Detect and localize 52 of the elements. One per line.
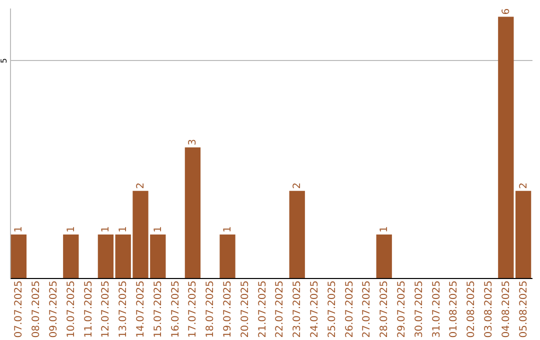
- x-tick-label: 07.07.2025: [14, 280, 25, 338]
- data-label: 1: [100, 226, 112, 232]
- x-tick-label: 25.07.2025: [326, 280, 338, 338]
- x-tick-label: 22.07.2025: [274, 280, 286, 338]
- x-tick-label: 17.07.2025: [188, 280, 199, 338]
- bar: [63, 234, 79, 278]
- x-tick-label: 02.08.2025: [466, 280, 478, 338]
- x-tick-label: 31.07.2025: [431, 280, 442, 338]
- x-tick-label: 08.07.2025: [31, 280, 42, 338]
- y-tick-label: 5: [0, 58, 8, 64]
- x-tick-label: 30.07.2025: [414, 280, 425, 338]
- x-tick-label: 27.07.2025: [362, 280, 373, 338]
- x-tick-label: 29.07.2025: [396, 280, 408, 338]
- bar: [515, 190, 532, 278]
- bar: [498, 16, 514, 278]
- data-label: 2: [136, 182, 146, 189]
- x-tick-label: 18.07.2025: [205, 280, 216, 338]
- x-tick-label: 05.08.2025: [518, 280, 530, 338]
- data-label: 1: [66, 226, 77, 232]
- x-tick-label: 16.07.2025: [170, 280, 182, 338]
- x-tick-label: 13.07.2025: [118, 280, 130, 338]
- x-tick-label: 26.07.2025: [344, 280, 356, 338]
- x-tick-label: 20.07.2025: [240, 280, 251, 338]
- data-label: 3: [188, 138, 199, 146]
- x-tick-label: 11.07.2025: [83, 280, 94, 338]
- x-tick-label: 28.07.2025: [379, 280, 390, 338]
- x-tick-label: 04.08.2025: [500, 280, 512, 338]
- bar: [289, 190, 305, 278]
- x-tick-label: 15.07.2025: [152, 280, 164, 338]
- bar: [220, 234, 236, 278]
- data-label: 2: [292, 182, 304, 189]
- x-tick-label: 21.07.2025: [257, 280, 268, 338]
- x-tick-label: 10.07.2025: [66, 280, 77, 338]
- data-label: 1: [118, 226, 130, 232]
- bar: [98, 234, 114, 278]
- x-tick-label: 24.07.2025: [310, 280, 320, 338]
- x-tick-label: 09.07.2025: [48, 280, 60, 338]
- data-label: 1: [379, 226, 390, 232]
- x-tick-label: 12.07.2025: [100, 280, 112, 338]
- data-label: 6: [500, 8, 512, 15]
- bar: [10, 234, 27, 278]
- x-tick-label: 14.07.2025: [136, 280, 146, 338]
- data-label: 1: [222, 226, 234, 232]
- data-label: 1: [152, 226, 164, 232]
- data-label: 1: [14, 226, 25, 232]
- data-label: 2: [518, 182, 530, 189]
- bar: [184, 147, 201, 278]
- x-tick-label: 23.07.2025: [292, 280, 304, 338]
- x-tick-label: 03.08.2025: [484, 280, 494, 338]
- x-tick-label: 19.07.2025: [222, 280, 234, 338]
- x-tick-label: 01.08.2025: [448, 280, 460, 338]
- bar: [376, 234, 392, 278]
